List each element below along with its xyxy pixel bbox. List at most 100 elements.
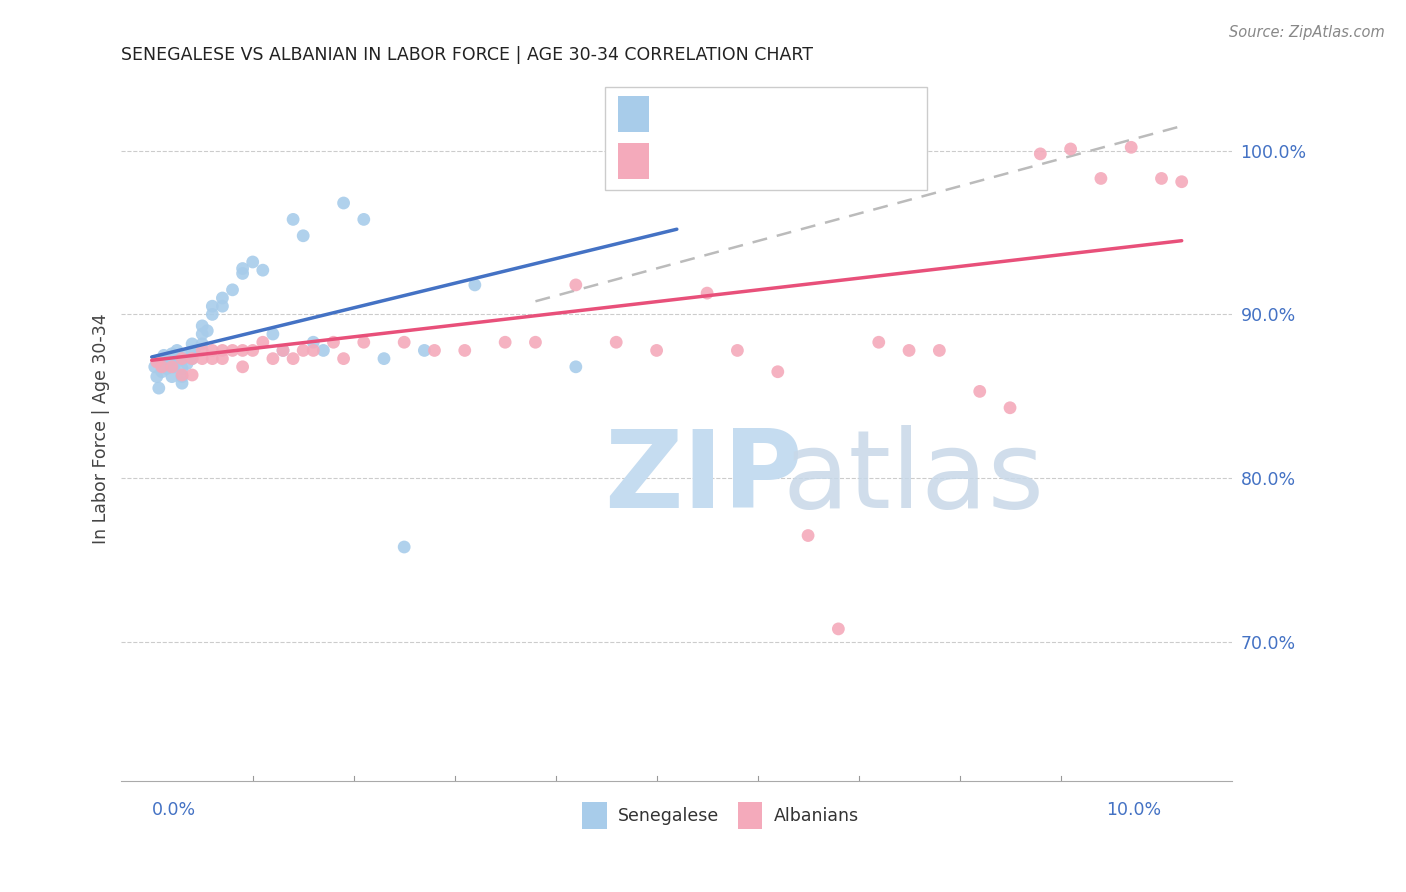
Point <box>292 343 315 358</box>
Text: R = 0.260: R = 0.260 <box>665 152 763 170</box>
Point <box>1059 142 1081 156</box>
Point <box>565 359 588 374</box>
Text: N = 52: N = 52 <box>793 104 862 124</box>
Point <box>281 212 304 227</box>
Point <box>725 343 748 358</box>
Point <box>242 343 264 358</box>
Point <box>454 343 477 358</box>
Bar <box>582 803 607 830</box>
Point <box>181 368 204 382</box>
Point <box>201 299 224 313</box>
Point <box>221 283 243 297</box>
Point <box>160 369 183 384</box>
Point <box>170 368 193 382</box>
Point <box>181 345 204 359</box>
Bar <box>619 95 650 132</box>
Point <box>191 327 214 342</box>
Point <box>232 261 254 276</box>
Point <box>998 401 1021 415</box>
Point <box>827 622 849 636</box>
Point <box>332 196 354 211</box>
Point <box>302 343 325 358</box>
Point <box>183 343 205 358</box>
Point <box>645 343 668 358</box>
Point <box>170 353 193 368</box>
Point <box>242 255 264 269</box>
Point <box>766 365 789 379</box>
Point <box>201 307 224 321</box>
Text: atlas: atlas <box>782 425 1045 532</box>
Point <box>150 359 173 374</box>
Point <box>332 351 354 366</box>
Point <box>170 351 193 366</box>
Point <box>176 357 198 371</box>
Point <box>392 335 415 350</box>
Point <box>156 361 179 376</box>
Point <box>373 351 395 366</box>
Point <box>524 335 547 350</box>
Point <box>292 228 315 243</box>
Text: 10.0%: 10.0% <box>1107 801 1161 819</box>
Text: Senegalese: Senegalese <box>619 806 720 825</box>
Point <box>170 369 193 384</box>
FancyBboxPatch shape <box>605 87 927 190</box>
Text: Albanians: Albanians <box>773 806 859 825</box>
Point <box>160 359 183 374</box>
Point <box>150 353 173 368</box>
Point <box>1150 171 1173 186</box>
Point <box>494 335 516 350</box>
Point <box>221 343 243 358</box>
Point <box>868 335 890 350</box>
Point <box>565 277 588 292</box>
Point <box>143 359 166 374</box>
Point <box>464 277 486 292</box>
Point <box>157 355 180 369</box>
Point <box>353 335 375 350</box>
Point <box>166 343 188 358</box>
Point <box>170 376 193 391</box>
Point <box>262 351 284 366</box>
Point <box>150 365 173 379</box>
Point <box>665 127 688 141</box>
Point <box>211 299 233 313</box>
Point <box>413 343 436 358</box>
Point <box>173 348 195 362</box>
Point <box>252 263 274 277</box>
Point <box>1170 175 1192 189</box>
Point <box>271 343 294 358</box>
Point <box>312 343 335 358</box>
Point <box>232 359 254 374</box>
Point <box>262 327 284 342</box>
Point <box>605 335 627 350</box>
Point <box>166 351 188 366</box>
Point <box>969 384 991 399</box>
Point <box>211 343 233 358</box>
Point <box>281 351 304 366</box>
Text: 0.0%: 0.0% <box>152 801 195 819</box>
Text: ZIP: ZIP <box>605 425 803 532</box>
Point <box>232 267 254 281</box>
Point <box>898 343 921 358</box>
Point <box>928 343 950 358</box>
Bar <box>738 803 762 830</box>
Point <box>423 343 446 358</box>
Text: N = 50: N = 50 <box>793 152 862 170</box>
Text: Source: ZipAtlas.com: Source: ZipAtlas.com <box>1229 25 1385 40</box>
Point <box>252 335 274 350</box>
Point <box>160 358 183 372</box>
Point <box>181 351 204 366</box>
Point <box>302 335 325 350</box>
Text: R = 0.407: R = 0.407 <box>665 104 763 124</box>
Point <box>1090 171 1112 186</box>
Point <box>1121 140 1143 154</box>
Point <box>181 351 204 366</box>
Point <box>322 335 344 350</box>
Point <box>181 337 204 351</box>
Bar <box>619 143 650 179</box>
Point <box>191 343 214 358</box>
Point <box>211 351 233 366</box>
Point <box>156 351 179 366</box>
Point <box>191 337 214 351</box>
Y-axis label: In Labor Force | Age 30-34: In Labor Force | Age 30-34 <box>93 314 110 544</box>
Point <box>148 381 170 395</box>
